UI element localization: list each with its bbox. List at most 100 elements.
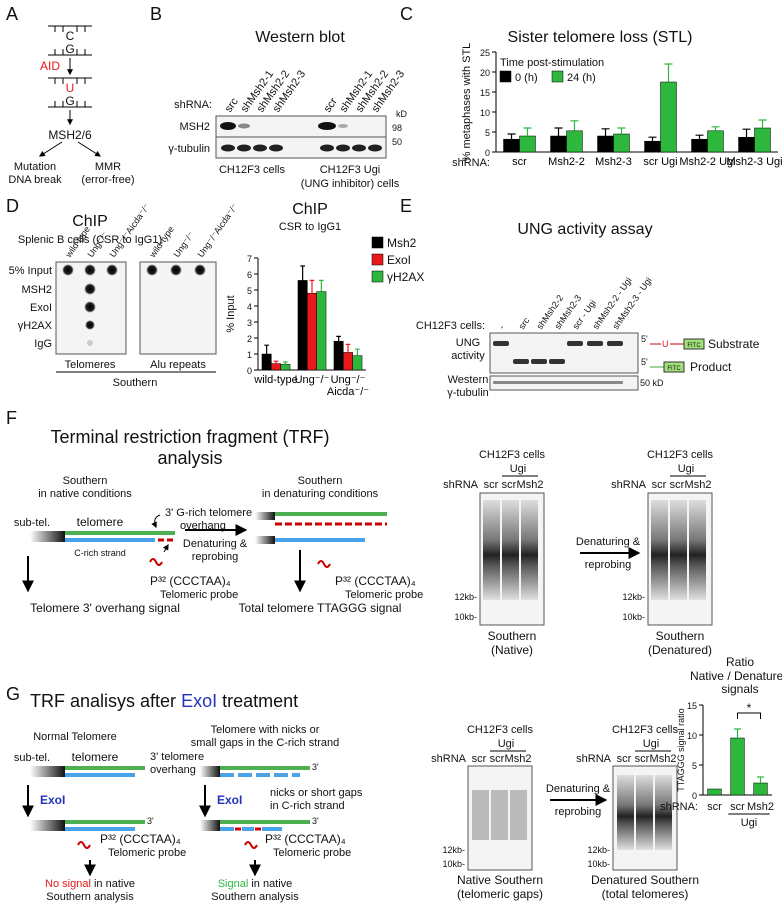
label: CH12F3 cells (219, 164, 286, 176)
label: 10kb- (622, 612, 645, 622)
bar (597, 135, 614, 153)
legend-label: 24 (h) (567, 72, 596, 84)
x-tick-label: wild-type (254, 374, 298, 386)
label: P³² (CCCTAA)₄ (265, 832, 346, 846)
label: Denatured Southern (591, 873, 699, 887)
label: A (6, 4, 18, 24)
label: Southern (298, 475, 343, 487)
shape (84, 301, 96, 313)
error-bar (758, 119, 767, 128)
shape (84, 283, 96, 295)
y-tick-label: 2 (247, 334, 252, 344)
label: P³² (CCCTAA)₄ (100, 832, 181, 846)
bar (644, 140, 661, 153)
significance-label: * (747, 701, 752, 715)
y-tick-label: 4 (247, 302, 252, 312)
label: Ugi (643, 738, 660, 750)
label: 50 (392, 137, 402, 147)
y-axis-label: % Input (225, 295, 237, 332)
shape (318, 122, 336, 130)
chart: Sister telomere loss (STL) % metaphases w… (452, 29, 782, 169)
y-tick-label: 5 (247, 286, 252, 296)
chart-title: Ratio (726, 655, 754, 669)
shape (655, 775, 672, 850)
label: IgG (34, 338, 52, 350)
label: (UNG inhibitor) cells (301, 178, 400, 190)
error-bar (742, 128, 751, 138)
y-tick-label: 15 (480, 88, 490, 98)
legend-swatch (371, 253, 384, 266)
label: CH12F3 Ugi (320, 164, 381, 176)
group (651, 500, 706, 600)
shape (200, 820, 220, 831)
label: MSH2/6 (48, 128, 92, 142)
shape (689, 500, 706, 600)
x-tick-label: Msh2-3 Ugi (726, 156, 782, 168)
error-bar (264, 344, 269, 354)
lane-label: src (223, 95, 242, 114)
shape (30, 820, 65, 831)
y-tick-label: 5 (692, 761, 697, 771)
shape: No signal in native (45, 878, 135, 890)
shape (651, 500, 668, 600)
label: G (6, 684, 20, 704)
shape (670, 500, 687, 600)
shape (510, 790, 527, 840)
x-tick-label: scr (512, 156, 527, 168)
label: shRNA (611, 479, 647, 491)
label: (Native) (491, 643, 533, 657)
label: U (66, 81, 75, 95)
label: D (6, 196, 19, 216)
shape (531, 359, 547, 364)
label: 5' (641, 357, 648, 367)
label: nicks or short gaps (270, 787, 363, 799)
shape (146, 264, 158, 276)
label: activity (451, 350, 485, 362)
label: Mutation (14, 161, 56, 173)
shape (139, 261, 217, 355)
shape (237, 144, 251, 152)
group (493, 341, 623, 364)
y-axis-label: TTAGGG signal ratio (676, 708, 686, 791)
error-bar (554, 127, 563, 136)
label: ExoI (30, 302, 52, 314)
shape (220, 122, 236, 130)
bar (691, 138, 708, 153)
x-tick-label: scr (730, 801, 745, 813)
bar (730, 737, 745, 796)
error-bar (283, 361, 288, 365)
label: 3' (147, 816, 154, 826)
legend-swatch (499, 70, 512, 83)
error-bar (355, 348, 360, 356)
x-tick-label: Msh2-2 (548, 156, 585, 168)
chart-title: Sister telomere loss (STL) (508, 29, 693, 46)
group (62, 264, 206, 330)
error-bar (695, 134, 704, 140)
shape (65, 827, 135, 831)
y-tick-label: 5 (485, 128, 490, 138)
error-bar (757, 776, 764, 783)
label: 50 kD (640, 378, 664, 388)
chart-subtitle: CSR to IgG1 (279, 221, 341, 233)
label: Msh2 (650, 753, 677, 765)
shape (65, 820, 145, 824)
label: scr (472, 753, 487, 765)
label: 12kb- (587, 845, 610, 855)
shape (493, 381, 623, 384)
bar (297, 280, 308, 371)
error-bar (711, 126, 720, 131)
label: Southern (488, 629, 537, 643)
group (493, 381, 623, 384)
label: reprobing (555, 806, 601, 818)
shape (54, 78, 86, 107)
error-bar (734, 728, 741, 738)
error-bar (570, 120, 579, 131)
shape (30, 531, 65, 542)
label: G (65, 94, 74, 108)
bar (707, 130, 724, 153)
chart-title: ChIP (292, 201, 328, 218)
shape (87, 340, 93, 346)
label: CH12F3 cells (467, 724, 534, 736)
